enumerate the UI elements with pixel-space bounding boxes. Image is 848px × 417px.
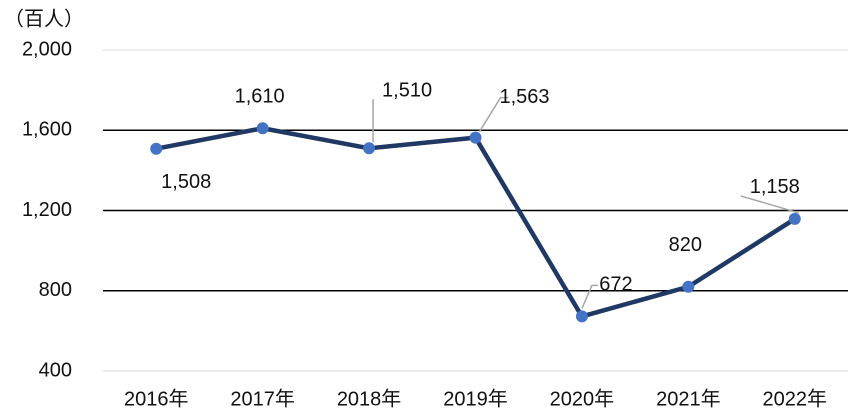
data-label: 1,563 xyxy=(499,86,549,108)
y-tick-label: 1,600 xyxy=(22,119,72,141)
leader-line xyxy=(581,284,598,309)
y-tick-label: 400 xyxy=(39,359,72,381)
leader-line xyxy=(478,96,509,133)
x-tick-label: 2021年 xyxy=(656,387,721,410)
x-tick-label: 2018年 xyxy=(337,387,402,410)
y-tick-label: 2,000 xyxy=(22,38,72,60)
x-tick-label: 2020年 xyxy=(550,387,615,410)
data-label: 1,508 xyxy=(161,171,211,193)
data-label: 820 xyxy=(669,234,702,256)
data-point xyxy=(788,212,801,225)
data-label: 1,610 xyxy=(235,86,285,108)
data-point xyxy=(256,122,269,135)
data-label: 1,510 xyxy=(382,80,432,102)
data-point xyxy=(363,142,376,155)
leader-line xyxy=(740,195,799,214)
x-tick-label: 2019年 xyxy=(443,387,508,410)
data-label: 1,158 xyxy=(750,176,800,198)
data-point xyxy=(469,131,482,144)
x-tick-label: 2017年 xyxy=(230,387,295,410)
y-tick-label: 1,200 xyxy=(22,199,72,221)
y-axis-label: （百人） xyxy=(4,7,84,30)
data-point xyxy=(575,310,588,323)
x-tick-label: 2022年 xyxy=(763,387,828,410)
data-point xyxy=(150,142,163,155)
data-point xyxy=(682,280,695,293)
data-label: 672 xyxy=(599,274,632,296)
x-tick-label: 2016年 xyxy=(124,387,189,410)
y-tick-label: 800 xyxy=(39,279,72,301)
series-line xyxy=(155,125,796,319)
